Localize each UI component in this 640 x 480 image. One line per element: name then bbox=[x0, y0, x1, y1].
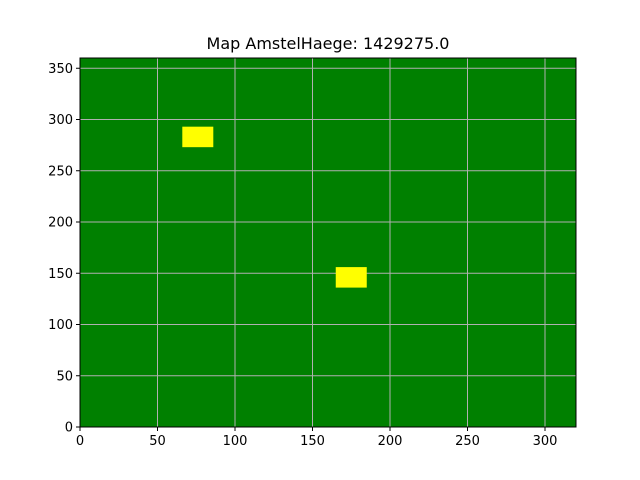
plot-frame bbox=[79, 57, 577, 428]
y-tick-label: 350 bbox=[48, 62, 73, 77]
plot-area bbox=[80, 58, 576, 427]
x-tick-label: 150 bbox=[300, 434, 325, 449]
house-rectangle bbox=[182, 126, 214, 148]
y-tick-label: 0 bbox=[65, 421, 73, 436]
y-axis: 0 50 100 150 200 250 300 350 bbox=[48, 62, 80, 436]
chart-title: Map AmstelHaege: 1429275.0 bbox=[207, 34, 450, 53]
map-objects bbox=[182, 126, 367, 288]
x-tick-label: 0 bbox=[76, 434, 84, 449]
y-tick-label: 50 bbox=[56, 369, 73, 384]
y-tick-label: 300 bbox=[48, 113, 73, 128]
y-tick-label: 150 bbox=[48, 267, 73, 282]
x-tick-label: 300 bbox=[533, 434, 558, 449]
x-tick-label: 200 bbox=[378, 434, 403, 449]
x-tick-label: 250 bbox=[455, 434, 480, 449]
x-tick-label: 100 bbox=[223, 434, 248, 449]
y-tick-label: 250 bbox=[48, 164, 73, 179]
x-axis: 0 50 100 150 200 250 300 bbox=[76, 427, 558, 449]
y-tick-label: 200 bbox=[48, 216, 73, 231]
house-rectangle bbox=[335, 267, 367, 288]
x-tick-label: 50 bbox=[149, 434, 166, 449]
y-tick-label: 100 bbox=[48, 318, 73, 333]
